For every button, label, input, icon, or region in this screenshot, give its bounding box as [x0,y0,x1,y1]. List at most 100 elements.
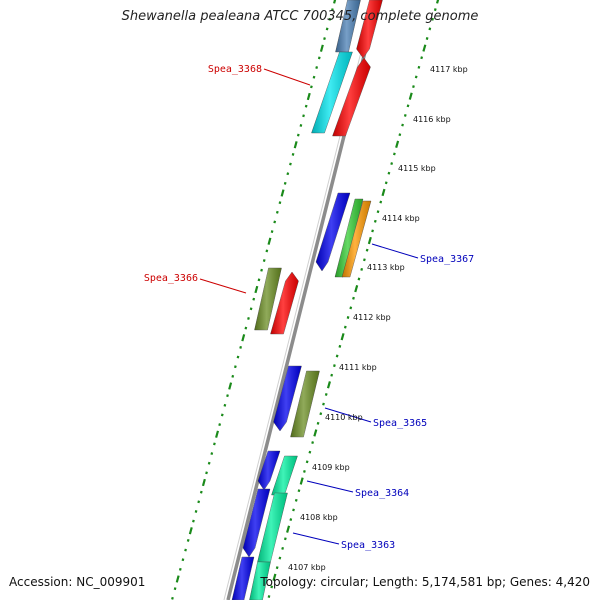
outer-tick [231,374,235,378]
inner-tick [365,248,369,252]
inner-tick [417,65,421,69]
outer-tick [228,382,233,390]
tick-label: 4117 kbp [430,65,468,74]
inner-tick [303,469,306,473]
tick-label: 4116 kbp [413,115,451,124]
outer-tick [291,152,295,156]
inner-tick [376,210,380,214]
inner-tick [433,8,437,12]
outer-tick [331,8,334,12]
outer-tick-track [171,0,337,600]
inner-tick [333,364,336,368]
tick-label: 4112 kbp [353,313,391,322]
tick-label: 4110 kbp [325,413,363,422]
outer-tick [317,56,321,60]
outer-tick [236,355,240,359]
tick-label: 4113 kbp [367,263,405,272]
inner-tick [406,104,410,108]
outer-tick [333,0,337,4]
steelblue-block[interactable] [335,0,361,53]
outer-tick [319,44,324,52]
inner-tick [322,402,325,406]
inner-tick [392,152,396,156]
outer-tick [220,413,224,417]
inner-tick [275,566,279,570]
accession-label: Accession: NC_009901 [9,575,146,589]
inner-tick [431,17,434,21]
outer-tick [323,37,326,41]
inner-tick [435,0,440,4]
outer-tick [257,278,261,282]
outer-tick [325,27,329,31]
outer-tick [283,181,287,185]
inner-tick [408,92,413,100]
inner-tick [401,123,404,127]
outer-tick [267,237,272,245]
inner-tick [270,585,274,589]
inner-tick [313,429,318,437]
topology-summary: Topology: circular; Length: 5,174,581 bp… [260,575,590,589]
inner-tick [346,316,350,319]
inner-tick [412,85,415,89]
inner-tick [292,508,295,512]
outer-tick [270,230,274,234]
inner-tick [414,75,418,79]
outer-tick [218,423,222,427]
outer-tick [260,268,263,272]
gene-label[interactable]: Spea_3366 [144,273,198,284]
outer-tick [199,490,203,494]
inner-tick [420,56,424,60]
inner-tick [352,296,355,300]
outer-tick [299,124,303,127]
gene-label[interactable]: Spea_3365 [373,418,427,429]
inner-tick [316,421,320,425]
outer-tick [244,326,248,330]
gene-label[interactable]: Spea_3367 [420,254,474,265]
inner-tick [354,284,359,293]
tick-label: 4114 kbp [382,214,420,223]
outer-tick [247,317,250,320]
outer-tick [192,519,195,523]
gene-label[interactable]: Spea_3364 [355,488,409,499]
inner-tick [305,460,309,464]
inner-tick [349,306,353,310]
inner-tick [343,325,347,329]
outer-tick [315,66,319,69]
inner-tick [403,114,407,117]
inner-tick [373,219,377,223]
inner-tick [299,477,304,485]
outer-tick [254,285,259,294]
inner-tick [281,546,285,550]
inner-tick [338,344,342,348]
inner-tick [308,450,312,454]
inner-tick [357,277,361,281]
outer-tick [241,334,246,342]
outer-tick [205,471,208,475]
inner-tick [324,393,328,396]
inner-tick [428,27,432,31]
inner-tick [311,441,314,445]
gene-label[interactable]: Spea_3368 [208,64,262,75]
outer-tick [273,220,277,224]
inner-tick [267,595,271,598]
kbp-tick-labels: 4117 kbp 4116 kbp 4115 kbp 4114 kbp 4113 kbp… [288,65,468,572]
inner-tick [286,525,291,533]
inner-tick [335,354,339,358]
tick-label: 4111 kbp [339,363,377,372]
outer-tick [310,85,313,89]
outer-tick [207,461,211,465]
inner-tick [371,229,374,233]
outer-tick [215,430,220,438]
inner-tick [289,518,293,522]
outer-tick [296,133,300,137]
outer-tick [302,114,305,118]
inner-tick [294,498,298,502]
outer-tick [252,297,256,301]
inner-tick [283,537,287,541]
leader-line [324,407,372,423]
outer-tick [234,365,237,369]
outer-tick [181,558,185,562]
outer-tick [197,500,201,504]
gene-label[interactable]: Spea_3363 [341,540,395,551]
